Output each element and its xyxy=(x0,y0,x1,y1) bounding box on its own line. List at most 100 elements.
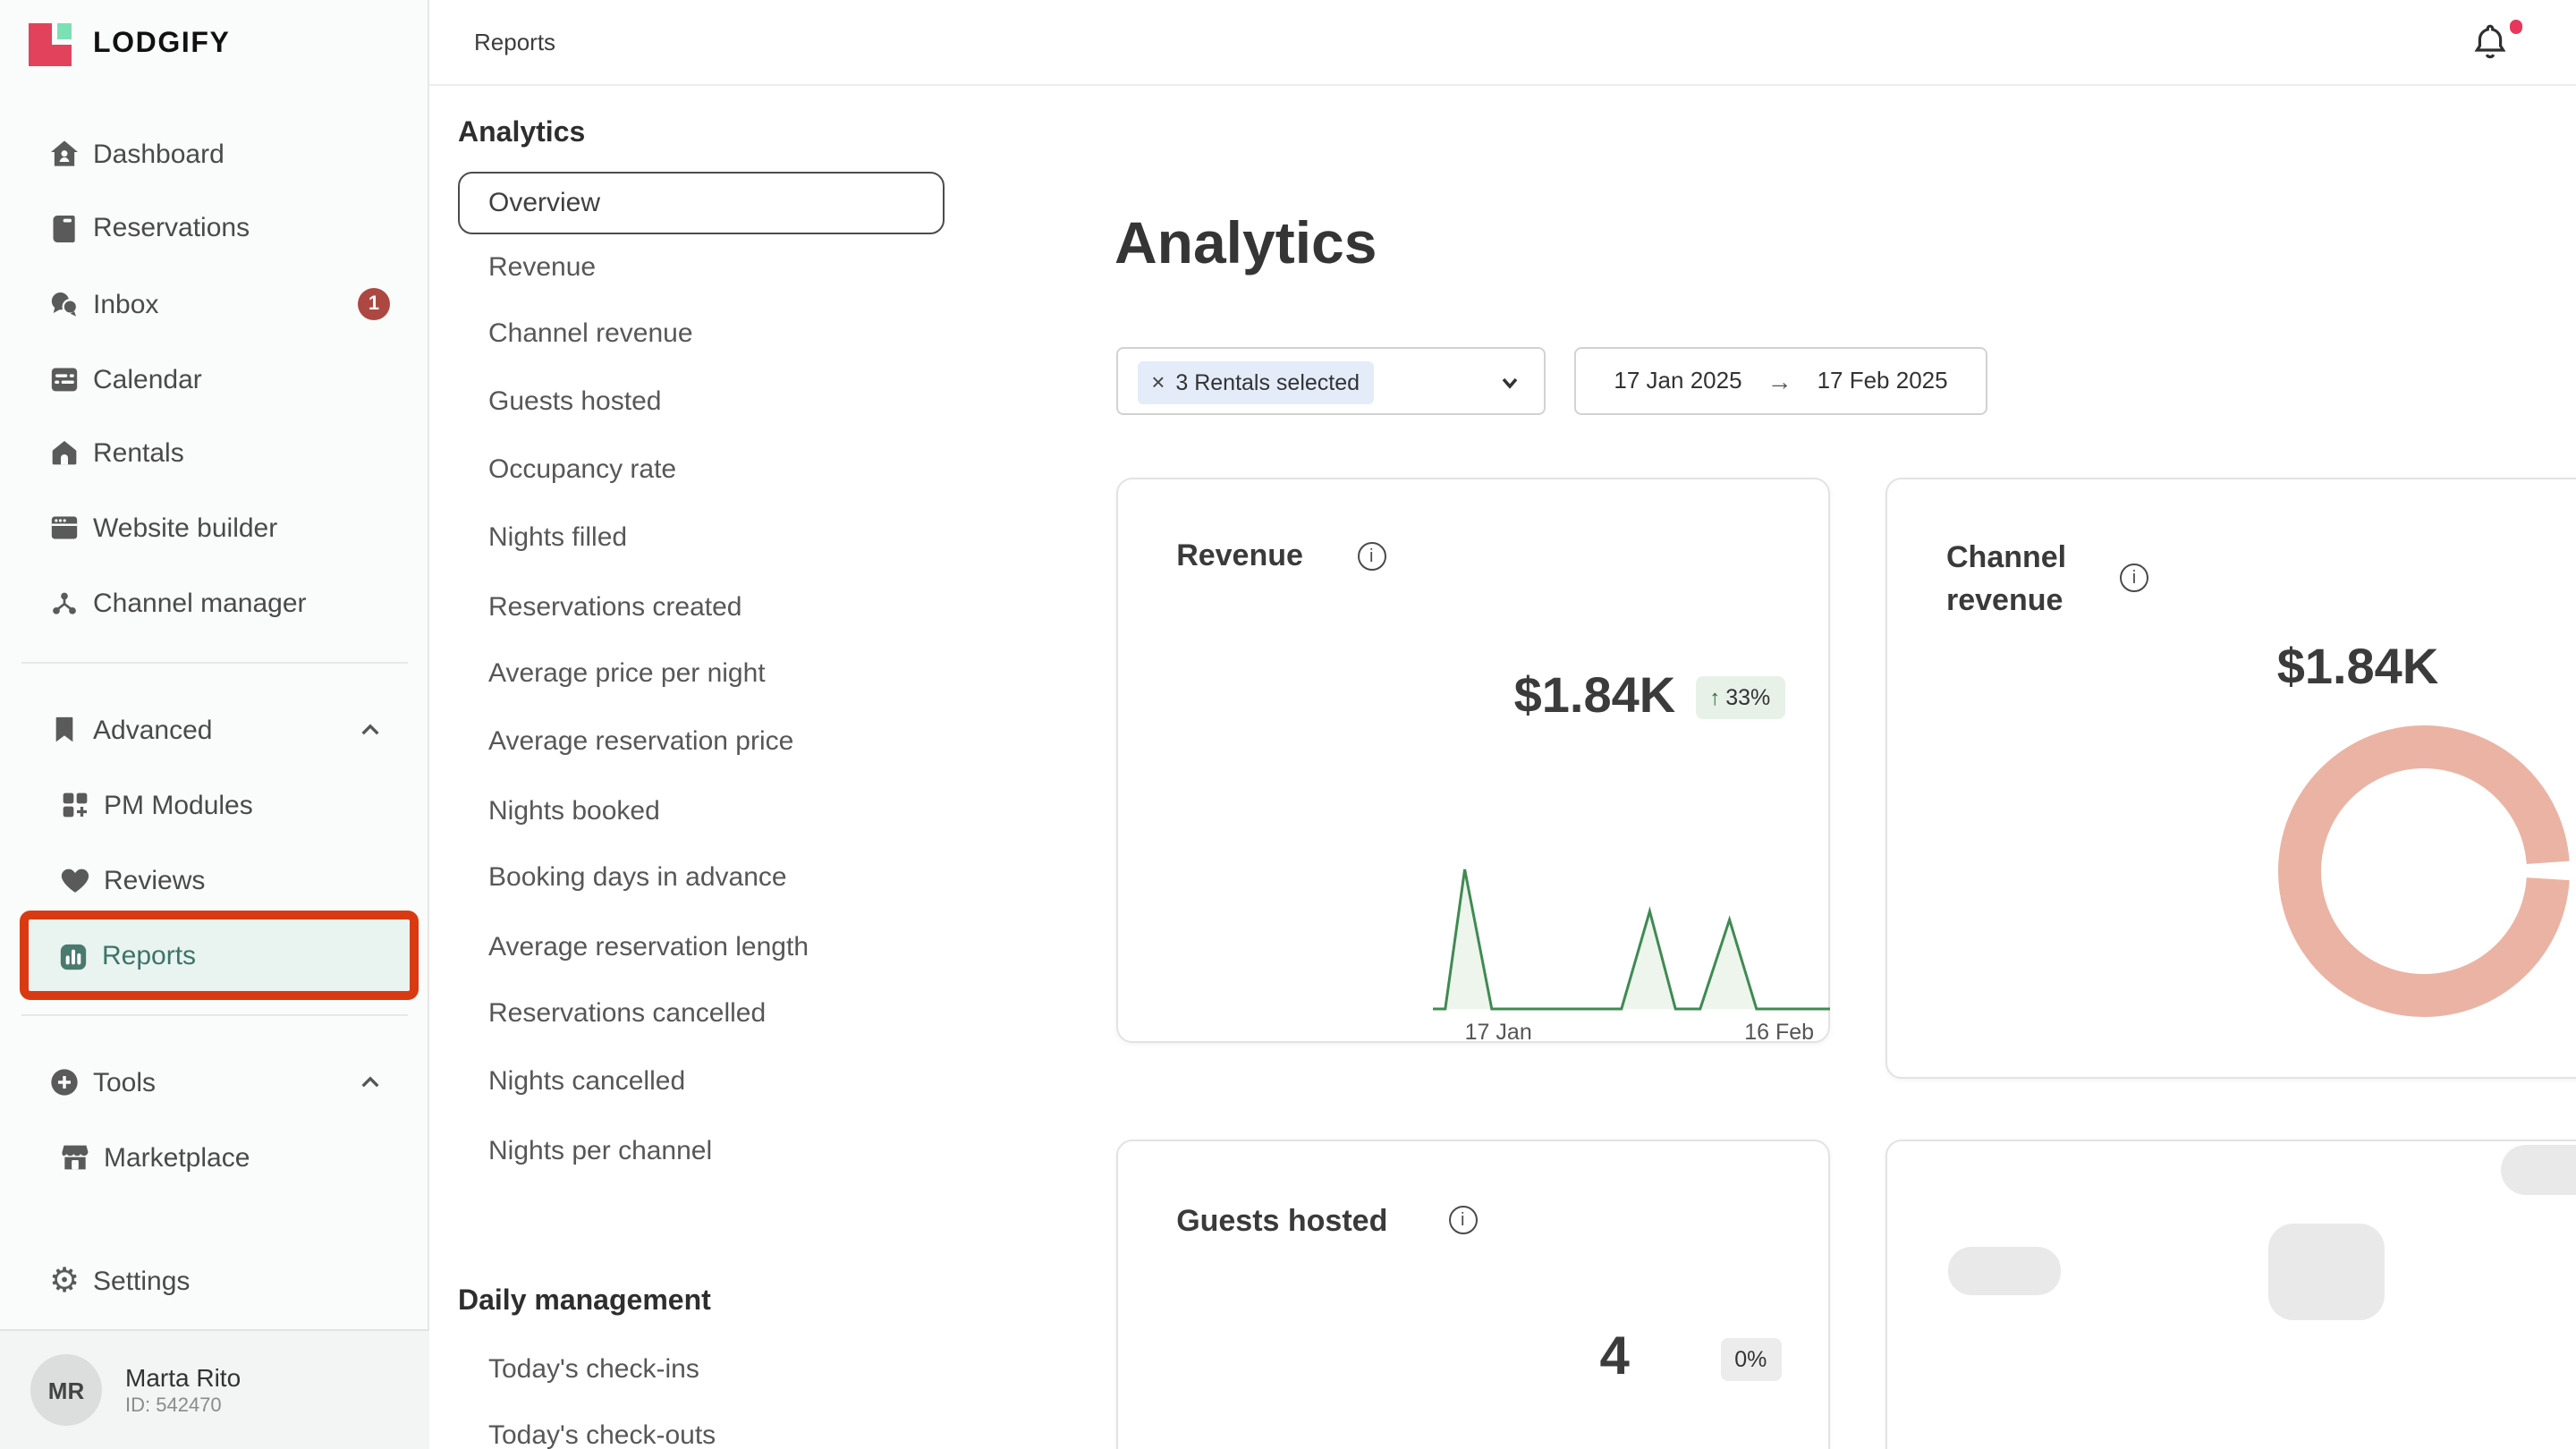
sidebar-divider xyxy=(21,1014,408,1016)
lodgify-logo[interactable]: LODGIFY xyxy=(29,23,230,66)
guests-hosted-card: Guests hosted i 4 0% xyxy=(1115,1140,1830,1449)
sidebar-item-rentals[interactable]: Rentals xyxy=(0,417,429,488)
subnav-item-revenue[interactable]: Revenue xyxy=(488,251,597,283)
sidebar-item-reservations[interactable]: Reservations xyxy=(0,192,429,264)
sidebar-item-marketplace[interactable]: Marketplace xyxy=(0,1122,429,1193)
sidebar-item-reports[interactable]: Reports xyxy=(29,919,410,993)
sidebar-item-advanced[interactable]: Advanced xyxy=(0,694,429,766)
plus-circle-icon xyxy=(47,1064,82,1100)
sidebar-item-label: Website builder xyxy=(93,513,278,543)
guests-hosted-value: 4 xyxy=(1599,1327,1630,1386)
sidebar-item-label: Tools xyxy=(93,1067,157,1097)
sidebar-item-label: Marketplace xyxy=(104,1142,250,1173)
subnav-item-reservations-created[interactable]: Reservations created xyxy=(488,591,742,623)
x-axis-label-start: 17 Jan xyxy=(1464,1020,1532,1045)
subnav-item-nights-filled[interactable]: Nights filled xyxy=(488,522,628,554)
sidebar-item-tools[interactable]: Tools xyxy=(0,1046,429,1118)
arrow-right-icon: → xyxy=(1767,366,1792,395)
sidebar-item-reviews[interactable]: Reviews xyxy=(0,844,429,916)
subnav-section-title: Daily management xyxy=(458,1286,711,1317)
sidebar-item-label: Reports xyxy=(102,941,197,971)
chevron-down-icon xyxy=(1496,370,1521,395)
subnav-item-overview[interactable]: Overview xyxy=(458,171,945,233)
subnav-item-nights-per-channel[interactable]: Nights per channel xyxy=(488,1135,713,1165)
up-arrow-icon: ↑ xyxy=(1709,684,1721,709)
rentals-select[interactable]: × 3 Rentals selected xyxy=(1115,347,1546,414)
book-icon xyxy=(47,210,82,246)
notification-dot xyxy=(2509,20,2522,33)
info-icon[interactable]: i xyxy=(1448,1206,1478,1234)
house-icon xyxy=(47,435,82,470)
sidebar-item-website-builder[interactable]: Website builder xyxy=(0,492,429,564)
sidebar-item-settings[interactable]: ⚙ Settings xyxy=(0,1245,429,1317)
bar-chart-icon xyxy=(55,938,91,974)
network-icon xyxy=(47,585,82,621)
subnav-section-title: Analytics xyxy=(458,118,586,148)
date-start: 17 Jan 2025 xyxy=(1614,367,1742,394)
sidebar-item-label: Dashboard xyxy=(93,139,225,169)
gear-icon: ⚙ xyxy=(48,1261,80,1301)
notifications-bell-icon[interactable] xyxy=(2469,20,2512,63)
chevron-up-icon xyxy=(352,1064,388,1100)
guests-hosted-delta-badge: 0% xyxy=(1720,1338,1782,1381)
lodgify-logo-text: LODGIFY xyxy=(93,29,231,59)
sidebar-item-label: Settings xyxy=(93,1266,191,1296)
calendar-icon xyxy=(47,361,82,397)
subnav-item-occupancy-rate[interactable]: Occupancy rate xyxy=(488,454,677,486)
user-name: Marta Rito xyxy=(125,1363,242,1392)
subnav-item-todays-check-ins[interactable]: Today's check-ins xyxy=(488,1353,699,1385)
page-title: Analytics xyxy=(1114,209,1377,275)
channel-revenue-donut-chart xyxy=(2278,725,2570,1017)
subnav-item-guests-hosted[interactable]: Guests hosted xyxy=(488,386,662,417)
browser-window-icon xyxy=(47,510,82,546)
sidebar-item-channel-manager[interactable]: Channel manager xyxy=(0,567,429,639)
sidebar-item-inbox[interactable]: Inbox 1 xyxy=(0,268,429,340)
info-icon[interactable]: i xyxy=(2120,564,2148,592)
sidebar-item-dashboard[interactable]: Dashboard xyxy=(0,118,429,190)
revenue-line-chart xyxy=(1432,869,1830,1011)
date-end: 17 Feb 2025 xyxy=(1817,367,1948,394)
x-axis-label-end: 16 Feb xyxy=(1744,1020,1815,1045)
modules-grid-icon xyxy=(57,787,93,823)
sidebar-item-label: Channel manager xyxy=(93,588,307,618)
sidebar-item-calendar[interactable]: Calendar xyxy=(0,343,429,415)
channel-revenue-card: Channel revenue i $1.84K xyxy=(1885,478,2576,1079)
rentals-chip-label: 3 Rentals selected xyxy=(1175,369,1360,394)
sidebar-item-label: Reviews xyxy=(104,865,206,895)
avatar: MR xyxy=(30,1354,102,1426)
sidebar-item-label: Reservations xyxy=(93,213,250,243)
card-title: Channel revenue xyxy=(1946,540,2067,617)
storefront-icon xyxy=(57,1140,93,1175)
sidebar-item-label: Calendar xyxy=(93,364,202,394)
date-range-picker[interactable]: 17 Jan 2025 → 17 Feb 2025 xyxy=(1574,347,1987,414)
remove-filter-icon[interactable]: × xyxy=(1151,369,1165,395)
chat-bubbles-icon xyxy=(47,286,82,322)
revenue-value: $1.84K xyxy=(1513,667,1676,723)
info-icon[interactable]: i xyxy=(1357,542,1386,571)
sidebar-item-pm-modules[interactable]: PM Modules xyxy=(0,769,429,841)
home-icon xyxy=(47,136,82,172)
lodgify-logo-icon xyxy=(29,23,72,66)
chevron-up-icon xyxy=(352,712,388,748)
sidebar-item-label: PM Modules xyxy=(104,790,253,820)
revenue-delta-badge: ↑ 33% xyxy=(1695,675,1785,718)
subnav-item-channel-revenue[interactable]: Channel revenue xyxy=(488,318,693,350)
subnav-item-average-price-per-night[interactable]: Average price per night xyxy=(488,658,766,690)
subnav-item-average-reservation-length[interactable]: Average reservation length xyxy=(488,931,809,962)
subnav-item-average-reservation-price[interactable]: Average reservation price xyxy=(488,726,794,757)
subnav-item-label: Overview xyxy=(488,187,601,217)
subnav-item-nights-booked[interactable]: Nights booked xyxy=(488,795,660,826)
subnav-item-reservations-cancelled[interactable]: Reservations cancelled xyxy=(488,998,767,1030)
subnav-item-todays-check-outs[interactable]: Today's check-outs xyxy=(488,1420,716,1449)
sidebar-item-label: Inbox xyxy=(93,289,159,319)
inbox-unread-badge: 1 xyxy=(358,288,390,320)
sidebar-item-label: Advanced xyxy=(93,715,213,745)
sidebar: LODGIFY Dashboard Reservations Inbox 1 C… xyxy=(0,0,429,1449)
loading-card xyxy=(1885,1140,2576,1449)
sidebar-divider xyxy=(21,662,408,664)
skeleton-block xyxy=(2268,1224,2385,1320)
card-title: Guests hosted xyxy=(1176,1204,1388,1238)
subnav-item-booking-days-in-advance[interactable]: Booking days in advance xyxy=(488,862,787,894)
skeleton-pill xyxy=(2500,1145,2576,1195)
subnav-item-nights-cancelled[interactable]: Nights cancelled xyxy=(488,1066,686,1097)
